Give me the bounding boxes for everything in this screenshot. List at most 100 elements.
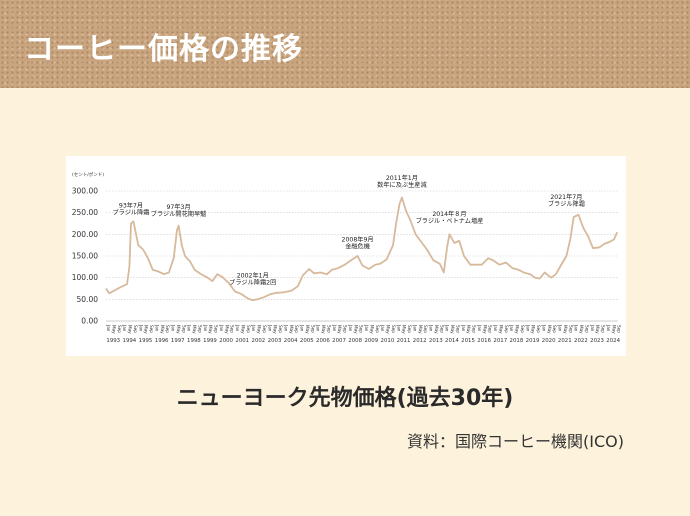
x-month-tick-label: May	[353, 325, 358, 334]
x-month-tick-label: May	[240, 325, 245, 334]
x-month-tick-label: Jan	[138, 324, 143, 332]
annotation-event: ブラジル・ベトナム増産	[416, 217, 484, 225]
x-month-tick-label: Sep	[617, 325, 622, 333]
x-month-tick-label: May	[160, 325, 165, 334]
y-tick-label: 300.00	[72, 187, 98, 196]
x-month-tick-label: May	[305, 325, 310, 334]
x-year-label: 2012	[413, 338, 427, 344]
x-month-tick-label: Sep	[343, 325, 348, 333]
x-month-tick-label: Jan	[122, 324, 127, 332]
x-month-tick-label: May	[257, 325, 262, 334]
x-month-tick-label: Jan	[396, 324, 401, 332]
x-month-tick-label: Sep	[165, 325, 170, 333]
x-month-tick-label: May	[402, 325, 407, 334]
x-year-label: 2000	[219, 338, 233, 344]
x-year-label: 1998	[187, 338, 201, 344]
price-line-chart: (セント/ポンド) 0.00 50.00 100.00 150.00 200.00 250.…	[72, 171, 622, 344]
x-month-tick-label: Sep	[375, 325, 380, 333]
x-month-tick-label: May	[224, 325, 229, 334]
x-month-tick-label: Sep	[117, 325, 122, 333]
y-tick-label: 250.00	[72, 208, 98, 217]
x-month-tick-label: Jan	[283, 324, 288, 332]
x-year-label: 2013	[429, 338, 443, 344]
annotation-event: ブラジル降霜	[548, 200, 585, 208]
x-month-tick-label: Sep	[133, 325, 138, 333]
x-year-label: 1996	[155, 338, 169, 344]
header-banner: コーヒー価格の推移	[0, 0, 690, 88]
x-year-label: 1997	[171, 338, 185, 344]
x-month-tick-label: Jan	[187, 324, 192, 332]
annotation-event: ブラジル降霜2回	[229, 279, 276, 287]
page-title: コーヒー価格の推移	[24, 32, 303, 67]
x-month-tick-label: May	[579, 325, 584, 334]
annotation-date: 2002年1月	[237, 272, 269, 280]
annotation-event: 金融危機	[345, 243, 370, 251]
x-year-label: 1993	[106, 338, 120, 344]
x-month-tick-label: May	[563, 325, 568, 334]
y-tick-label: 50.00	[77, 295, 99, 304]
x-month-tick-label: Sep	[552, 325, 557, 333]
chart-card: (セント/ポンド) 0.00 50.00 100.00 150.00 200.00 250.…	[66, 156, 626, 356]
x-month-tick-label: May	[192, 325, 197, 334]
x-month-tick-label: Jan	[525, 324, 530, 332]
x-month-tick-label: May	[611, 325, 616, 334]
x-year-label: 2021	[558, 338, 572, 344]
x-month-tick-label: Jan	[348, 324, 353, 332]
x-month-tick-label: Sep	[214, 325, 219, 333]
x-month-tick-label: Jan	[154, 324, 159, 332]
x-month-tick-label: Sep	[294, 325, 299, 333]
x-month-tick-label: May	[418, 325, 423, 334]
x-month-tick-label: May	[498, 325, 503, 334]
x-month-tick-label: Jan	[509, 324, 514, 332]
x-year-label: 2011	[397, 338, 411, 344]
chart-caption: ニューヨーク先物価格(過去30年)	[176, 386, 514, 411]
x-month-tick-label: Sep	[149, 325, 154, 333]
x-month-tick-label: Sep	[181, 325, 186, 333]
x-year-label: 2020	[542, 338, 556, 344]
x-month-tick-label: Jan	[412, 324, 417, 332]
x-month-tick-label: Jan	[461, 324, 466, 332]
annotation-date: 2014年８月	[432, 210, 466, 218]
y-tick-label: 150.00	[72, 252, 98, 261]
x-month-tick-label: Jan	[477, 324, 482, 332]
x-year-label: 2007	[332, 338, 346, 344]
x-month-tick-label: May	[369, 325, 374, 334]
x-month-tick-label: May	[547, 325, 552, 334]
x-year-label: 2015	[461, 338, 475, 344]
x-month-tick-label: Jan	[574, 324, 579, 332]
y-unit-label: (セント/ポンド)	[72, 171, 104, 178]
x-month-tick-label: Sep	[359, 325, 364, 333]
x-month-tick-label: Sep	[455, 325, 460, 333]
x-month-tick-label: Sep	[536, 325, 541, 333]
x-month-tick-label: Jan	[493, 324, 498, 332]
price-series-line	[105, 196, 619, 302]
x-month-tick-label: Jan	[219, 324, 224, 332]
x-month-tick-label: May	[466, 325, 471, 334]
x-month-tick-label: Sep	[407, 325, 412, 333]
x-month-tick-label: May	[321, 325, 326, 334]
x-month-tick-label: Sep	[278, 325, 283, 333]
x-month-tick-label: May	[434, 325, 439, 334]
x-year-label: 2004	[284, 338, 298, 344]
x-year-label: 2023	[590, 338, 604, 344]
x-month-tick-label: Jan	[300, 324, 305, 332]
x-month-tick-label: Jan	[380, 324, 385, 332]
x-month-tick-label: Jan	[445, 324, 450, 332]
x-month-tick-label: May	[289, 325, 294, 334]
annotation-date: 2011年1月	[386, 174, 418, 182]
annotation-event: ブラジル降霜	[112, 208, 149, 216]
x-year-label: 2001	[235, 338, 249, 344]
x-year-label: 2022	[574, 338, 588, 344]
annotation-event: ブラジル開花期早魃	[151, 210, 207, 218]
x-month-tick-label: May	[144, 325, 149, 334]
x-year-label: 2009	[364, 338, 378, 344]
x-month-tick-label: Sep	[262, 325, 267, 333]
x-month-tick-label: Jan	[106, 324, 111, 332]
x-year-label: 2010	[381, 338, 395, 344]
x-year-label: 1999	[203, 338, 217, 344]
x-month-tick-label: May	[482, 325, 487, 334]
x-month-tick-label: Jan	[332, 324, 337, 332]
x-month-tick-label: Sep	[246, 325, 251, 333]
x-month-tick-label: Sep	[584, 325, 589, 333]
x-year-label: 2002	[252, 338, 266, 344]
